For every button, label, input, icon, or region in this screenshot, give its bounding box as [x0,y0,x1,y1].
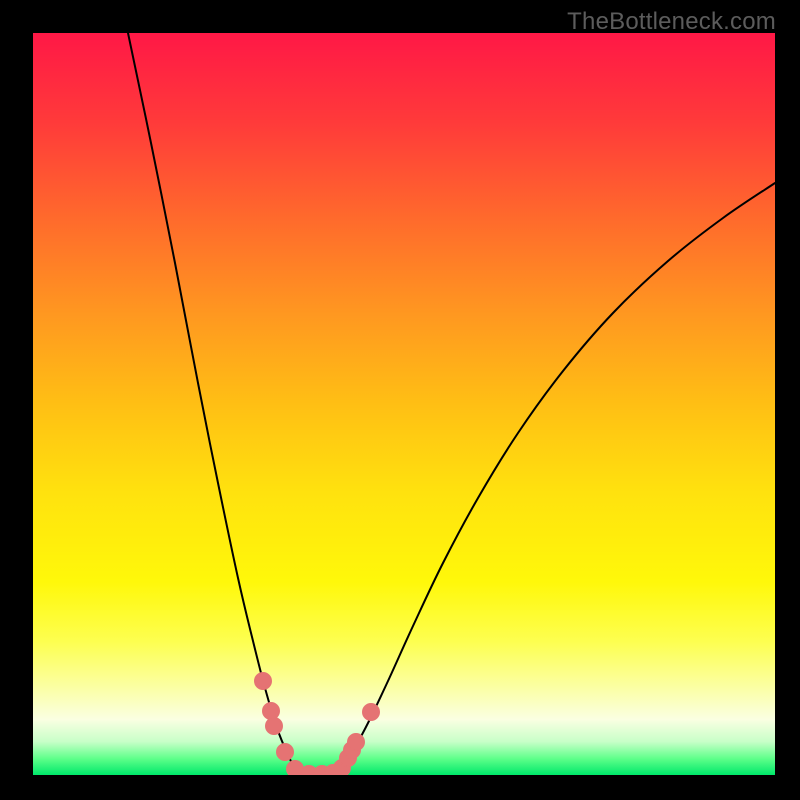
curve-left-branch [128,33,308,775]
watermark-text: TheBottleneck.com [567,8,776,36]
data-marker [266,718,283,735]
chart-svg [33,33,775,775]
plot-area [33,33,775,775]
data-marker [348,734,365,751]
curve-right-branch [328,183,775,775]
data-marker [263,703,280,720]
data-marker [277,744,294,761]
chart-frame: TheBottleneck.com [0,0,800,800]
data-marker [255,673,272,690]
data-marker [363,704,380,721]
